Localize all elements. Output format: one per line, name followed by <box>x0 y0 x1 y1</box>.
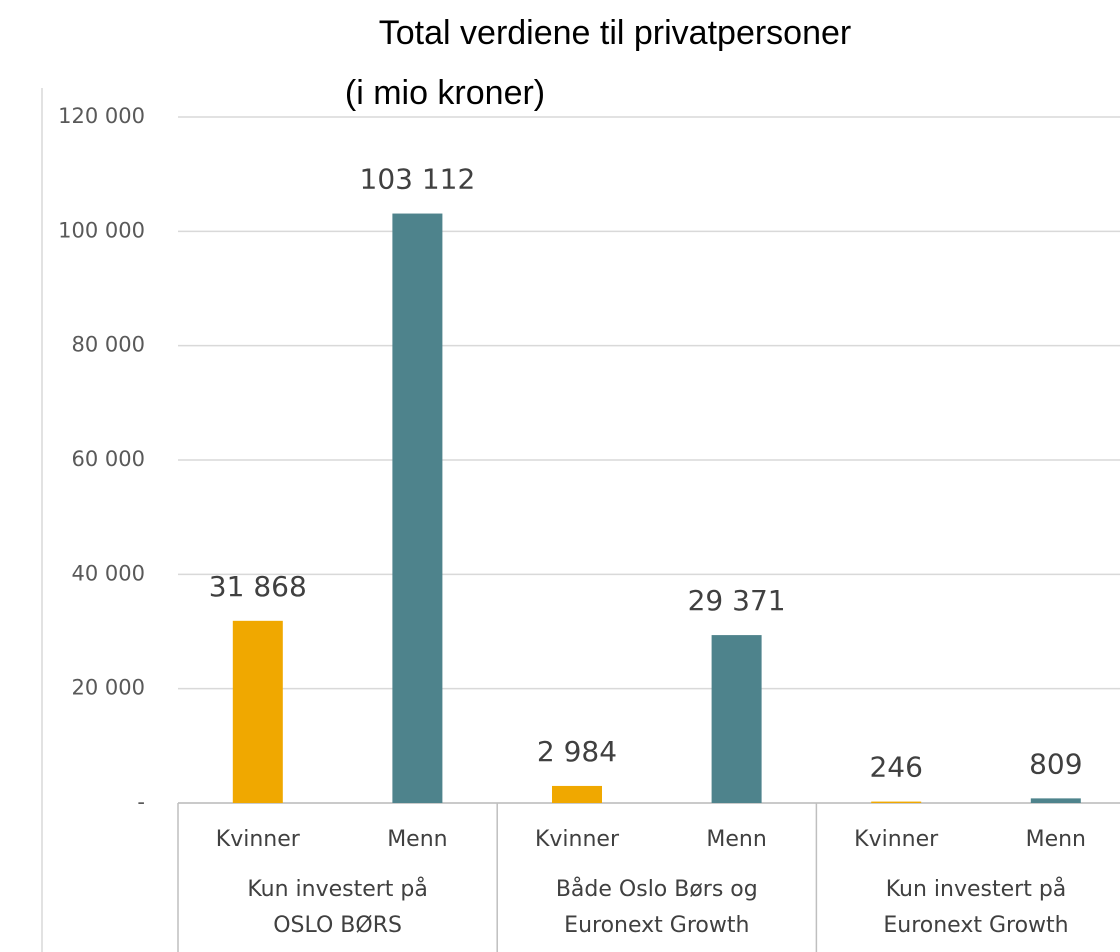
value-label: 809 <box>1029 747 1082 780</box>
y-tick-label: 120 000 <box>58 104 145 128</box>
x-tick-label: Menn <box>706 827 766 852</box>
bar <box>232 620 283 803</box>
group-label: Kun investert på <box>886 876 1067 902</box>
group-label: Euronext Growth <box>564 913 749 938</box>
chart-subtitle: (i mio kroner) <box>345 74 545 112</box>
value-label: 246 <box>869 751 922 784</box>
y-tick-label: 20 000 <box>72 676 145 700</box>
y-tick-label: 100 000 <box>58 218 145 242</box>
bar <box>1030 798 1081 803</box>
y-tick-label: 60 000 <box>72 447 145 471</box>
group-label: Euronext Growth <box>883 913 1068 938</box>
group-label: OSLO BØRS <box>273 913 402 938</box>
value-label: 2 984 <box>537 735 617 768</box>
y-tick-label: 80 000 <box>72 333 145 357</box>
group-label: Kun investert på <box>247 876 428 902</box>
bar <box>711 635 762 803</box>
x-tick-label: Kvinner <box>216 827 301 852</box>
value-label: 31 868 <box>209 570 307 603</box>
bar <box>392 213 443 803</box>
bar <box>871 801 922 803</box>
x-tick-label: Menn <box>387 827 447 852</box>
x-tick-label: Menn <box>1026 827 1086 852</box>
x-tick-label: Kvinner <box>854 827 939 852</box>
bar <box>552 785 602 803</box>
value-label: 29 371 <box>688 584 786 617</box>
group-label: Både Oslo Børs og <box>556 876 758 902</box>
y-tick-label: 40 000 <box>72 561 145 585</box>
y-tick-label: - <box>137 790 145 814</box>
x-tick-label: Kvinner <box>535 827 620 852</box>
value-label: 103 112 <box>360 163 476 196</box>
chart-title: Total verdiene til privatpersoner <box>379 14 851 52</box>
